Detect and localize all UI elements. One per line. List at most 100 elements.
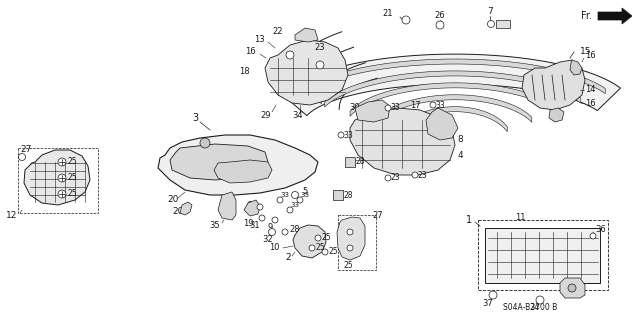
Circle shape xyxy=(488,20,495,27)
Text: 25: 25 xyxy=(67,174,77,182)
Text: Fr.: Fr. xyxy=(581,11,592,21)
FancyBboxPatch shape xyxy=(485,228,600,283)
Text: 20: 20 xyxy=(172,207,184,217)
Circle shape xyxy=(272,217,278,223)
Text: 12: 12 xyxy=(6,211,18,219)
Polygon shape xyxy=(324,71,580,107)
Text: 33: 33 xyxy=(343,130,353,139)
Circle shape xyxy=(200,138,210,148)
Circle shape xyxy=(282,229,288,235)
Circle shape xyxy=(58,158,66,166)
Polygon shape xyxy=(300,59,605,98)
Text: 17: 17 xyxy=(410,100,420,109)
Polygon shape xyxy=(24,150,90,205)
Circle shape xyxy=(269,228,275,235)
Polygon shape xyxy=(376,95,532,125)
Text: 2: 2 xyxy=(285,254,291,263)
Polygon shape xyxy=(549,108,564,122)
Text: 28: 28 xyxy=(290,226,300,234)
Text: 34: 34 xyxy=(292,112,303,121)
Polygon shape xyxy=(218,192,236,220)
Circle shape xyxy=(287,207,293,213)
Text: 25: 25 xyxy=(315,243,325,253)
Text: 25: 25 xyxy=(321,234,331,242)
Text: 25: 25 xyxy=(67,158,77,167)
Circle shape xyxy=(19,153,26,160)
Circle shape xyxy=(315,235,321,241)
Text: 6: 6 xyxy=(246,201,252,210)
Text: 18: 18 xyxy=(239,68,250,77)
Polygon shape xyxy=(293,225,326,258)
Text: 19: 19 xyxy=(243,219,253,227)
Text: 35: 35 xyxy=(210,220,220,229)
Polygon shape xyxy=(350,108,455,175)
Polygon shape xyxy=(522,60,585,110)
Polygon shape xyxy=(496,20,510,28)
Text: 8: 8 xyxy=(457,136,463,145)
Circle shape xyxy=(58,190,66,198)
Text: 33: 33 xyxy=(390,103,400,113)
Text: 24: 24 xyxy=(530,303,540,313)
Text: 10: 10 xyxy=(269,243,280,253)
Text: 25: 25 xyxy=(343,261,353,270)
Polygon shape xyxy=(560,278,585,298)
Text: 16: 16 xyxy=(585,99,595,108)
Circle shape xyxy=(385,175,391,181)
Polygon shape xyxy=(345,157,355,167)
Text: 36: 36 xyxy=(595,226,605,234)
Circle shape xyxy=(291,191,298,198)
Polygon shape xyxy=(170,144,268,180)
Text: 31: 31 xyxy=(250,221,260,231)
Circle shape xyxy=(347,245,353,251)
Text: 33: 33 xyxy=(291,202,300,208)
Circle shape xyxy=(402,16,410,24)
Polygon shape xyxy=(598,8,632,24)
Circle shape xyxy=(536,296,544,304)
Text: 27: 27 xyxy=(372,211,383,219)
Text: 3: 3 xyxy=(192,113,198,123)
Text: 37: 37 xyxy=(483,299,493,308)
Text: 14: 14 xyxy=(585,85,595,94)
Text: 7: 7 xyxy=(487,8,493,17)
Text: 9: 9 xyxy=(268,224,273,233)
Text: 25: 25 xyxy=(328,248,338,256)
Text: 23: 23 xyxy=(417,170,427,180)
Circle shape xyxy=(568,284,576,292)
Text: 5: 5 xyxy=(302,188,308,197)
Text: 13: 13 xyxy=(254,35,265,44)
Text: 4: 4 xyxy=(457,151,463,160)
Text: 11: 11 xyxy=(515,213,525,222)
Circle shape xyxy=(430,102,436,108)
Polygon shape xyxy=(158,135,318,195)
Polygon shape xyxy=(337,217,365,260)
Text: 20: 20 xyxy=(167,196,179,204)
Polygon shape xyxy=(333,190,343,200)
Text: 15: 15 xyxy=(580,48,591,56)
Polygon shape xyxy=(244,200,260,216)
Circle shape xyxy=(257,204,263,210)
Text: 1: 1 xyxy=(466,215,472,225)
Text: 26: 26 xyxy=(435,11,445,19)
Circle shape xyxy=(277,197,283,203)
Text: 27: 27 xyxy=(20,145,31,154)
Polygon shape xyxy=(401,107,508,135)
Circle shape xyxy=(58,174,66,182)
Text: 28: 28 xyxy=(343,190,353,199)
Text: 23: 23 xyxy=(390,174,400,182)
Circle shape xyxy=(590,233,596,239)
Polygon shape xyxy=(426,108,458,140)
Polygon shape xyxy=(355,100,390,122)
Circle shape xyxy=(309,245,315,251)
Circle shape xyxy=(347,229,353,235)
Polygon shape xyxy=(350,83,556,116)
Text: 33: 33 xyxy=(280,192,289,198)
Polygon shape xyxy=(295,28,318,42)
Text: 16: 16 xyxy=(245,48,256,56)
Text: 29: 29 xyxy=(260,110,271,120)
Text: 32: 32 xyxy=(262,235,273,244)
Polygon shape xyxy=(180,202,192,215)
Circle shape xyxy=(259,215,265,221)
Text: 25: 25 xyxy=(67,189,77,198)
Circle shape xyxy=(489,291,497,299)
Circle shape xyxy=(322,249,328,255)
